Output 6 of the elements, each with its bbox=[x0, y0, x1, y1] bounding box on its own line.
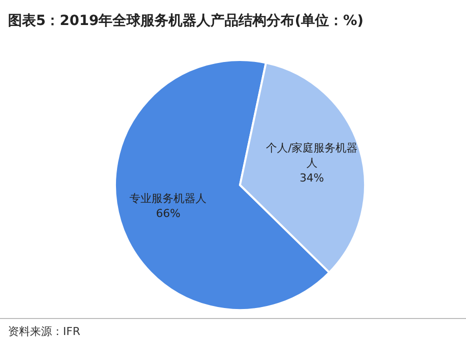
data-label: 66% bbox=[156, 207, 180, 220]
data-label: 34% bbox=[300, 171, 324, 184]
slice-label: 个人/家庭服务机器人 bbox=[266, 141, 358, 170]
chart-title: 图表5：2019年全球服务机器人产品结构分布(单位：%) bbox=[8, 12, 364, 30]
text: 资料来源：IFR bbox=[8, 324, 80, 339]
slice-label: 专业服务机器人 bbox=[130, 192, 207, 206]
